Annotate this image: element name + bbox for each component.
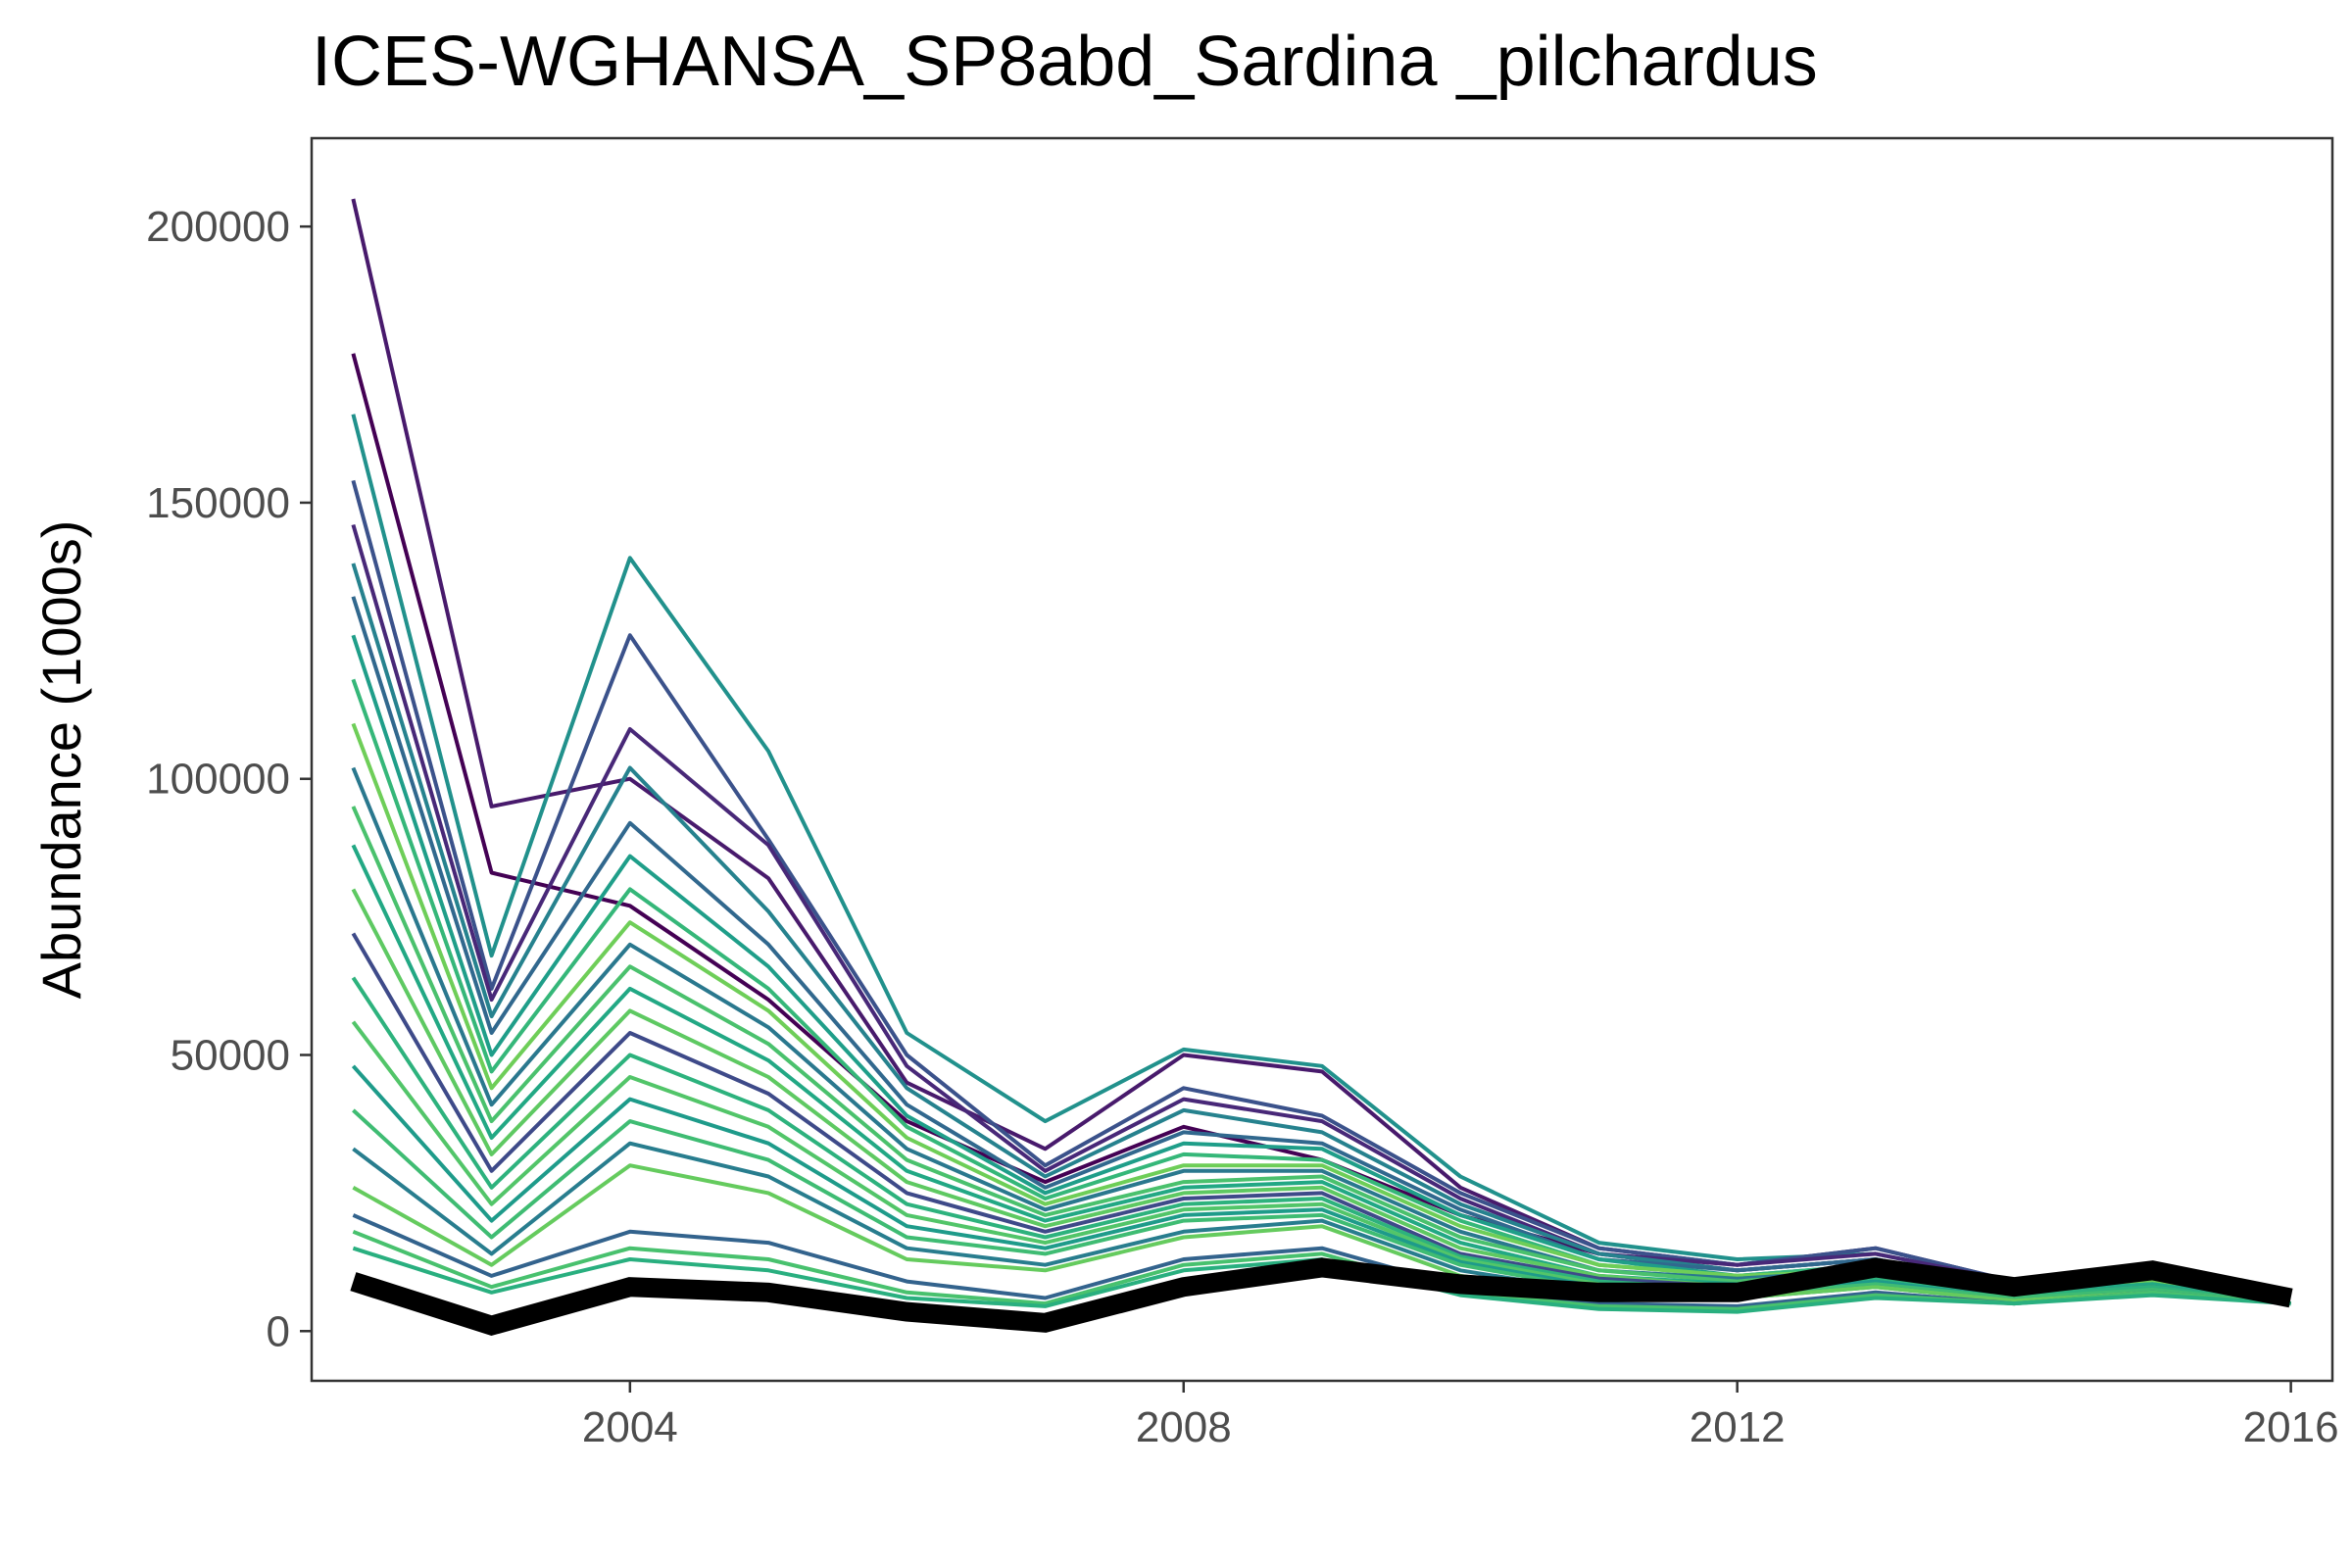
series-layer: [350, 198, 2293, 1337]
series-line-19: [352, 1108, 2291, 1306]
y-tick-label: 0: [267, 1307, 290, 1355]
y-tick-label: 150000: [146, 479, 290, 527]
x-tick-label: 2012: [1690, 1403, 1786, 1451]
y-tick-label: 100000: [146, 756, 290, 804]
x-tick-label: 2016: [2243, 1403, 2339, 1451]
y-axis-title: Abundance (1000s): [30, 520, 92, 1000]
series-line-1: [351, 198, 2291, 1306]
series-line-21: [352, 1163, 2291, 1306]
series-line-reference: [350, 1257, 2293, 1337]
plot-panel-border: [310, 136, 2334, 1383]
chart-title: ICES-WGHANSA_SP8abd_Sardina _pilchardus: [312, 23, 1818, 101]
y-tick-label: 200000: [146, 203, 290, 251]
x-axis: 2004 2008 2012 2016: [582, 1381, 2339, 1451]
y-tick-label: 50000: [171, 1032, 290, 1080]
series-line-12: [351, 806, 2291, 1306]
x-tick-label: 2004: [582, 1403, 678, 1451]
y-axis: 0 50000 100000 150000 200000: [146, 203, 312, 1355]
series-line-11: [351, 766, 2291, 1306]
x-tick-label: 2008: [1136, 1403, 1232, 1451]
